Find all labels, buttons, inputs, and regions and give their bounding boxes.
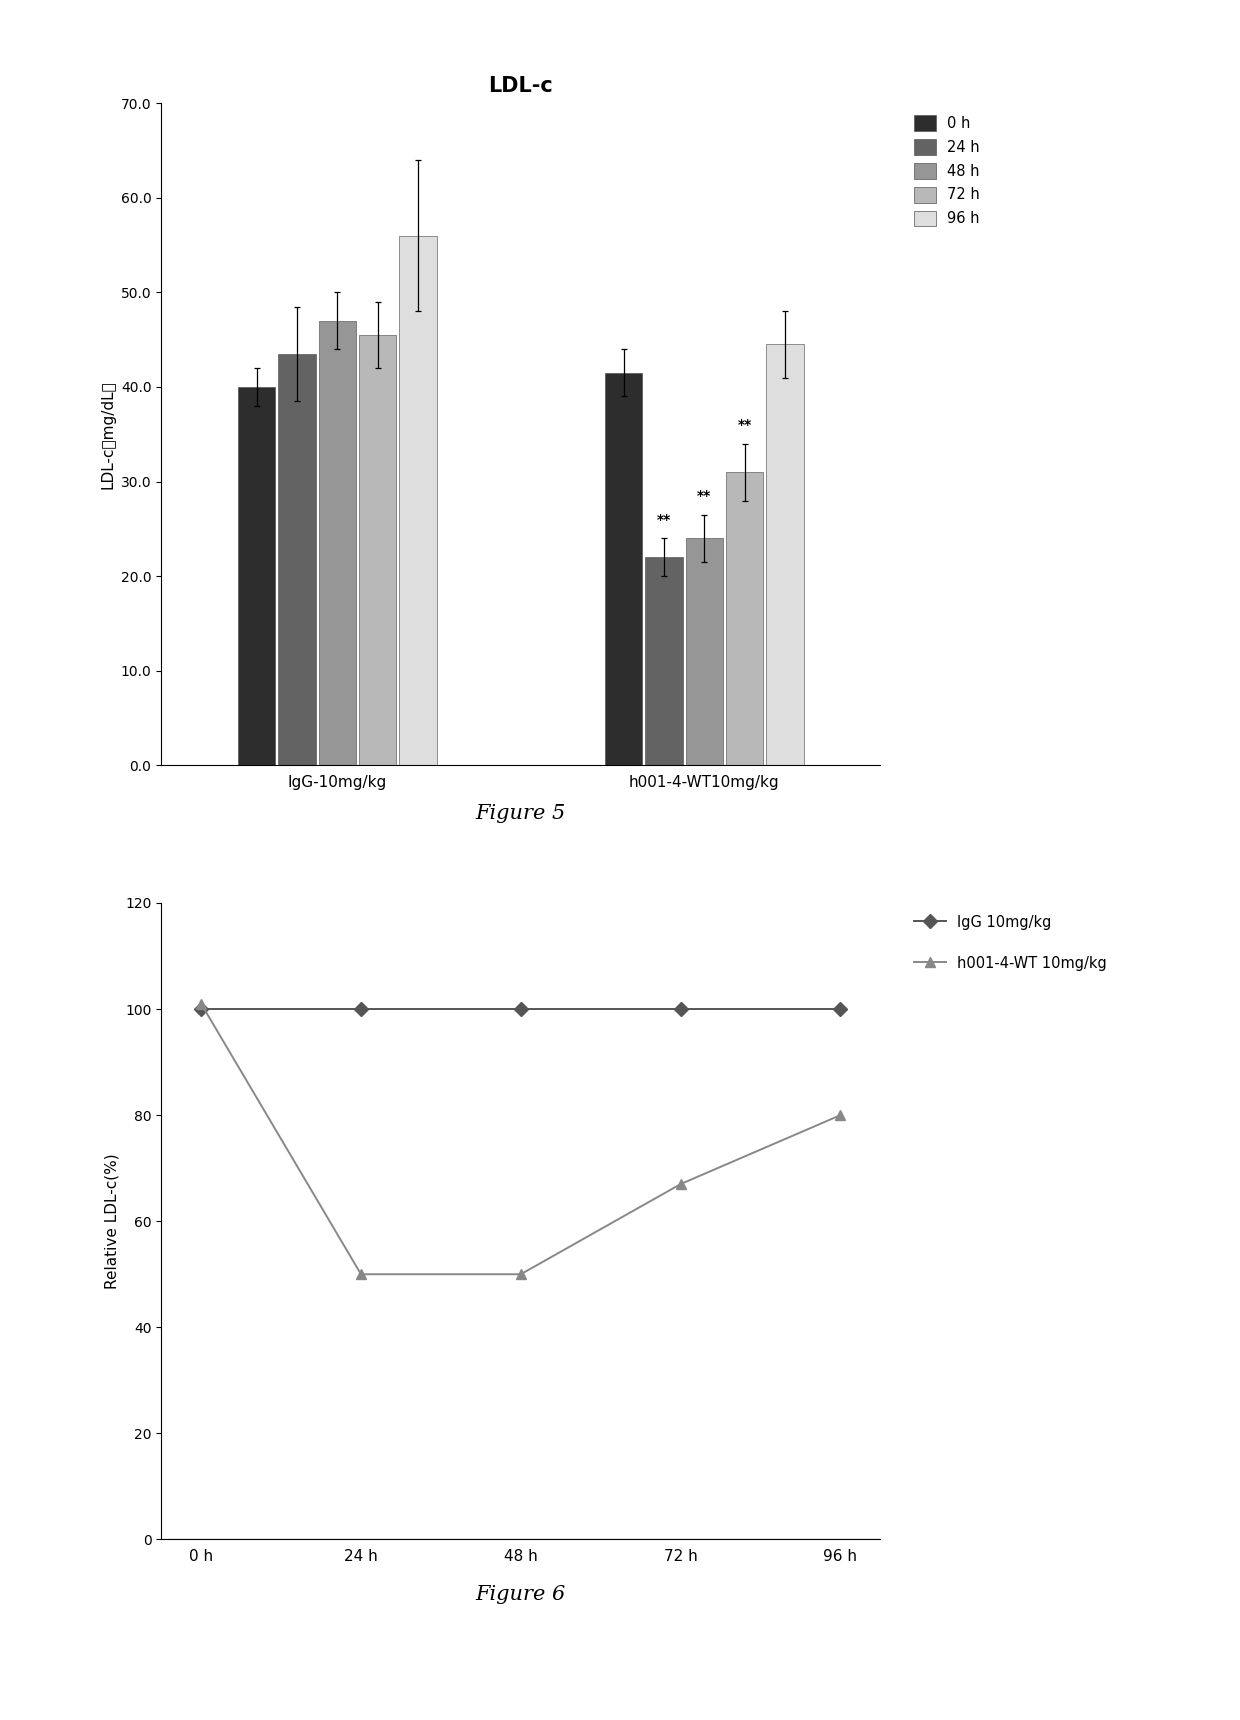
IgG 10mg/kg [353,999,368,1020]
Text: **: ** [657,513,671,526]
Text: **: ** [738,418,751,432]
Bar [645,557,683,765]
Bar [399,236,436,765]
h001-4-WT 10mg/kg [513,1264,528,1285]
Legend: 0 h, 24 h, 48 h, 72 h, 96 h: 0 h, 24 h, 48 h, 72 h, 96 h [909,110,985,230]
Text: Figure 6: Figure 6 [476,1584,565,1605]
h001-4-WT 10mg/kg [193,994,208,1015]
h001-4-WT 10mg/kg [833,1104,848,1125]
Y-axis label: LDL-c（mg/dL）: LDL-c（mg/dL） [100,380,115,488]
Bar [686,538,723,765]
IgG 10mg/kg [193,999,208,1020]
Text: Figure 5: Figure 5 [476,803,565,824]
Y-axis label: Relative LDL-c(%): Relative LDL-c(%) [104,1154,119,1288]
h001-4-WT 10mg/kg [353,1264,368,1285]
Line: h001-4-WT 10mg/kg: h001-4-WT 10mg/kg [196,999,846,1280]
Text: **: ** [697,490,712,504]
Bar [605,373,642,765]
IgG 10mg/kg [833,999,848,1020]
Bar [278,354,316,765]
Bar [238,387,275,765]
Legend: IgG 10mg/kg, h001-4-WT 10mg/kg: IgG 10mg/kg, h001-4-WT 10mg/kg [909,910,1111,975]
IgG 10mg/kg [673,999,688,1020]
h001-4-WT 10mg/kg [673,1173,688,1194]
Bar [725,471,764,765]
Bar [358,335,397,765]
Bar [766,344,804,765]
Title: LDL-c: LDL-c [489,76,553,96]
Bar [319,320,356,765]
Line: IgG 10mg/kg: IgG 10mg/kg [196,1004,846,1013]
IgG 10mg/kg [513,999,528,1020]
